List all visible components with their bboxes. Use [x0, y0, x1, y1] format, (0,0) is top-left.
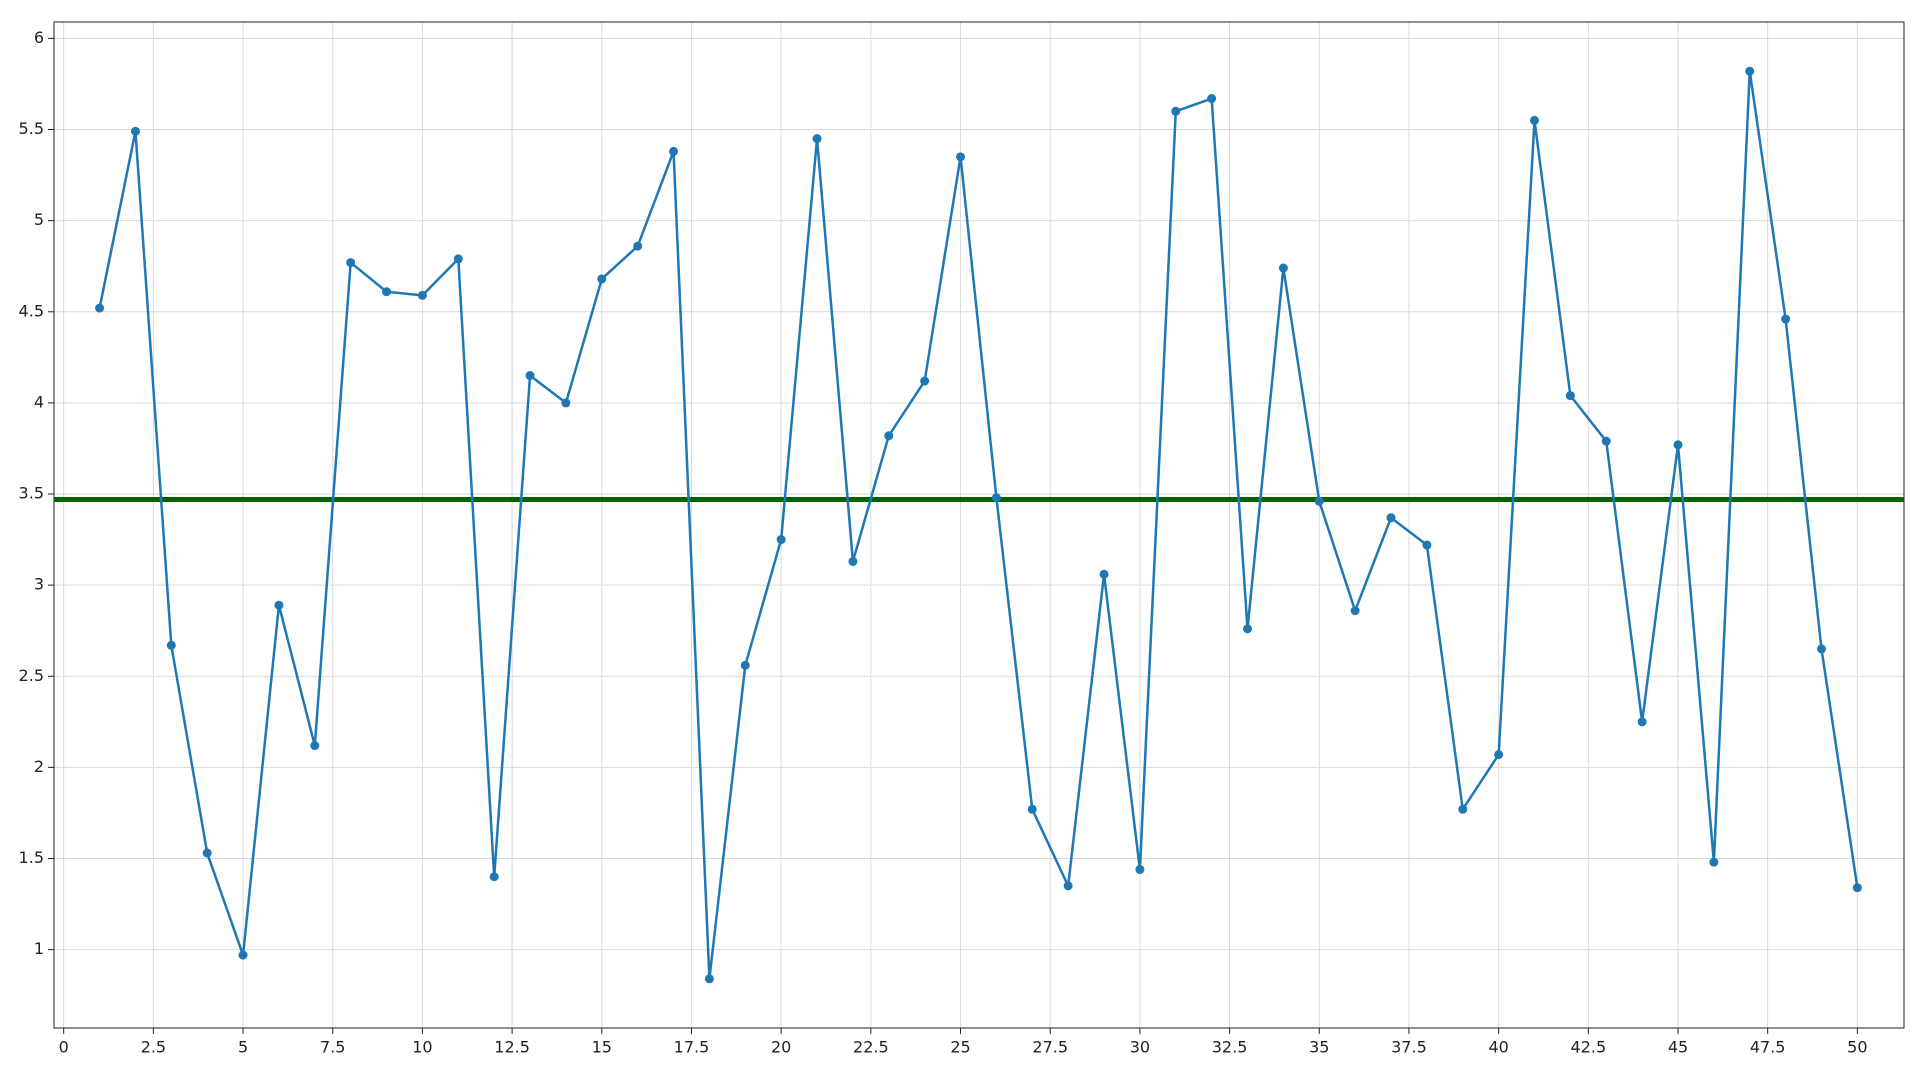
y-tick-label: 1 — [34, 939, 44, 958]
x-tick-label: 37.5 — [1391, 1038, 1427, 1057]
data-point — [1530, 115, 1540, 125]
x-tick-label: 50 — [1847, 1038, 1867, 1057]
x-tick-label: 2.5 — [141, 1038, 166, 1057]
x-tick-label: 35 — [1309, 1038, 1329, 1057]
data-point — [202, 848, 212, 858]
data-point — [453, 254, 463, 264]
data-point — [776, 535, 786, 545]
data-point — [1709, 857, 1719, 867]
data-point — [740, 660, 750, 670]
data-point — [1458, 804, 1468, 814]
data-point — [1565, 391, 1575, 401]
data-point — [848, 556, 858, 566]
data-point — [920, 376, 930, 386]
x-tick-label: 27.5 — [1032, 1038, 1068, 1057]
data-point — [633, 241, 643, 251]
x-tick-label: 30 — [1130, 1038, 1150, 1057]
x-tick-label: 0 — [59, 1038, 69, 1057]
data-point — [1637, 717, 1647, 727]
data-point — [1207, 94, 1217, 104]
data-point — [1601, 436, 1611, 446]
y-tick-label: 1.5 — [19, 848, 44, 867]
data-point — [130, 126, 140, 136]
data-point — [95, 303, 105, 313]
data-point — [884, 431, 894, 441]
x-tick-label: 32.5 — [1212, 1038, 1248, 1057]
data-point — [417, 290, 427, 300]
data-point — [489, 872, 499, 882]
data-point — [1171, 106, 1181, 116]
y-tick-label: 6 — [34, 28, 44, 47]
data-point — [704, 974, 714, 984]
data-point — [956, 152, 966, 162]
x-tick-label: 10 — [412, 1038, 432, 1057]
x-tick-label: 20 — [771, 1038, 791, 1057]
data-point — [1673, 440, 1683, 450]
data-point — [1099, 569, 1109, 579]
data-point — [166, 640, 176, 650]
data-point — [1314, 496, 1324, 506]
data-point — [1852, 883, 1862, 893]
data-point — [525, 371, 535, 381]
x-tick-label: 25 — [950, 1038, 970, 1057]
data-point — [1278, 263, 1288, 273]
data-point — [346, 258, 356, 268]
x-tick-label: 22.5 — [853, 1038, 889, 1057]
y-tick-label: 2.5 — [19, 666, 44, 685]
data-point — [1243, 624, 1253, 634]
data-point — [1494, 750, 1504, 760]
y-tick-label: 3.5 — [19, 484, 44, 503]
x-tick-label: 15 — [592, 1038, 612, 1057]
data-point — [238, 950, 248, 960]
x-tick-label: 45 — [1668, 1038, 1688, 1057]
plot-frame — [53, 21, 1905, 1029]
data-point — [382, 287, 392, 297]
y-tick-label: 4.5 — [19, 301, 44, 320]
data-point — [1781, 314, 1791, 324]
y-tick-label: 3 — [34, 575, 44, 594]
data-point — [1135, 864, 1145, 874]
x-tick-label: 5 — [238, 1038, 248, 1057]
data-point — [1386, 513, 1396, 523]
data-point — [1063, 881, 1073, 891]
y-tick-label: 5.5 — [19, 119, 44, 138]
x-tick-label: 47.5 — [1750, 1038, 1786, 1057]
data-point — [274, 600, 284, 610]
x-tick-label: 40 — [1488, 1038, 1508, 1057]
data-point — [991, 493, 1001, 503]
data-line — [98, 69, 1859, 981]
data-point — [1350, 606, 1360, 616]
data-point — [1816, 644, 1826, 654]
y-tick-label: 4 — [34, 392, 44, 411]
x-tick-label: 12.5 — [494, 1038, 530, 1057]
x-tick-label: 17.5 — [674, 1038, 710, 1057]
data-point — [1745, 66, 1755, 76]
data-point — [812, 134, 822, 144]
y-tick-label: 5 — [34, 210, 44, 229]
x-tick-label: 7.5 — [320, 1038, 345, 1057]
x-tick-label: 42.5 — [1571, 1038, 1607, 1057]
y-tick-label: 2 — [34, 757, 44, 776]
data-point — [310, 741, 320, 751]
data-point — [561, 398, 571, 408]
data-point — [597, 274, 607, 284]
data-point — [669, 146, 679, 156]
data-point — [1422, 540, 1432, 550]
data-point — [1027, 804, 1037, 814]
